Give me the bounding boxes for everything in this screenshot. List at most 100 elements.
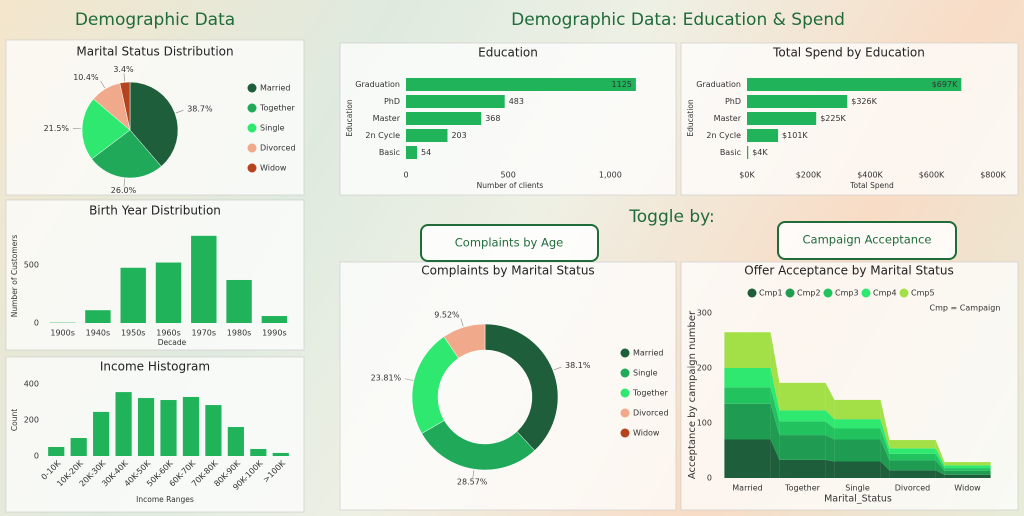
bar [406, 112, 482, 125]
legend-label: Married [260, 84, 290, 93]
area-segment [724, 439, 771, 478]
bar [747, 129, 779, 142]
x-tick-label: 1960s [156, 329, 181, 338]
chart-title: Marital Status Distribution [76, 45, 233, 59]
leader-line [472, 470, 475, 479]
area-connector [935, 453, 945, 471]
leader-line [175, 109, 184, 114]
x-tick-label: 1970s [192, 329, 217, 338]
slice-label: 3.4% [113, 65, 134, 74]
legend-label: Cmp2 [797, 289, 821, 298]
bar [120, 267, 146, 323]
area-connector [935, 440, 945, 466]
y-tick-label: Master [373, 114, 401, 123]
area-connector [770, 403, 780, 460]
area-segment [779, 435, 826, 460]
y-tick-label: 200 [24, 416, 39, 425]
value-label: 368 [485, 114, 500, 123]
button-label[interactable]: Campaign Acceptance [803, 233, 932, 247]
toggle-button[interactable]: Campaign Acceptance [777, 221, 957, 260]
legend-label: Married [633, 349, 663, 358]
legend-label: Widow [260, 164, 287, 173]
chart-title: Total Spend by Education [772, 46, 925, 60]
legend-swatch [247, 123, 257, 133]
legend-swatch [620, 408, 630, 418]
legend-swatch [247, 103, 257, 113]
button-box[interactable] [777, 221, 957, 260]
bar [406, 78, 636, 91]
toggle-button[interactable]: Complaints by Age [420, 224, 599, 262]
area-connector [770, 332, 780, 411]
bar [406, 129, 448, 142]
x-tick-label: $600K [919, 171, 945, 180]
x-tick-label: Married [732, 484, 762, 493]
panel [339, 42, 677, 196]
legend-label: Divorced [260, 144, 296, 153]
area-segment [779, 410, 826, 422]
y-axis-title: Acceptance by campaign number [687, 310, 698, 479]
chart-title: Complaints by Marital Status [421, 264, 594, 278]
bar [747, 146, 749, 159]
area-connector [825, 382, 835, 420]
toggle-label: Toggle by: [628, 207, 714, 227]
area-connector [825, 435, 835, 462]
x-axis-title: Income Ranges [136, 495, 194, 504]
area-segment [889, 440, 936, 449]
area-connector [935, 470, 945, 478]
leader-line [123, 73, 126, 82]
value-label: 483 [509, 97, 524, 106]
button-box[interactable] [420, 224, 599, 262]
bar [137, 398, 155, 456]
area-connector [880, 439, 890, 471]
x-tick-label: 1990s [262, 329, 287, 338]
x-tick-label: 0 [403, 171, 408, 180]
y-tick-label: 400 [24, 380, 39, 389]
area-segment [944, 465, 991, 469]
area-segment [834, 428, 881, 440]
x-tick-label: 1,000 [599, 171, 622, 180]
value-label: 1125 [612, 80, 632, 89]
value-label: 54 [421, 148, 431, 157]
bar [406, 95, 505, 108]
area-connector [770, 387, 780, 436]
y-axis-title: Number of Customers [10, 235, 19, 318]
legend-swatch [247, 143, 257, 153]
chart-title: Education [478, 46, 538, 60]
bar [747, 78, 962, 91]
area-connector [770, 368, 780, 422]
value-label: $697K [932, 80, 958, 89]
area-segment [889, 470, 936, 478]
chart-title: Birth Year Distribution [89, 204, 221, 218]
legend-swatch [620, 428, 630, 438]
area-segment [944, 462, 991, 466]
area-segment [724, 403, 771, 440]
bar [250, 448, 267, 456]
area-segment [889, 460, 936, 471]
legend-label: Cmp3 [835, 289, 859, 298]
panel [5, 199, 305, 351]
panel [680, 42, 1019, 196]
slice-label: 21.5% [44, 124, 70, 133]
legend-swatch [747, 288, 757, 298]
slice [119, 81, 131, 131]
area-segment [889, 453, 936, 461]
x-axis-title: Decade [158, 338, 187, 347]
y-tick-label: PhD [725, 97, 741, 106]
slice-label: 28.57% [457, 478, 488, 487]
slice-label: 26.0% [111, 186, 137, 195]
legend-label: Cmp5 [911, 289, 935, 298]
legend-swatch [247, 163, 257, 173]
chart-title: Income Histogram [100, 360, 210, 374]
value-label: $4K [752, 148, 768, 157]
legend-label: Cmp1 [759, 289, 783, 298]
y-tick-label: Basic [379, 148, 400, 157]
x-axis-title: Marital_Status [824, 494, 892, 505]
area-segment [834, 439, 881, 462]
button-label[interactable]: Complaints by Age [455, 236, 563, 250]
y-tick-label: 100 [697, 419, 712, 428]
leader-line [553, 366, 562, 371]
bar [227, 427, 244, 456]
leader-line [460, 318, 464, 327]
area-connector [825, 459, 835, 478]
